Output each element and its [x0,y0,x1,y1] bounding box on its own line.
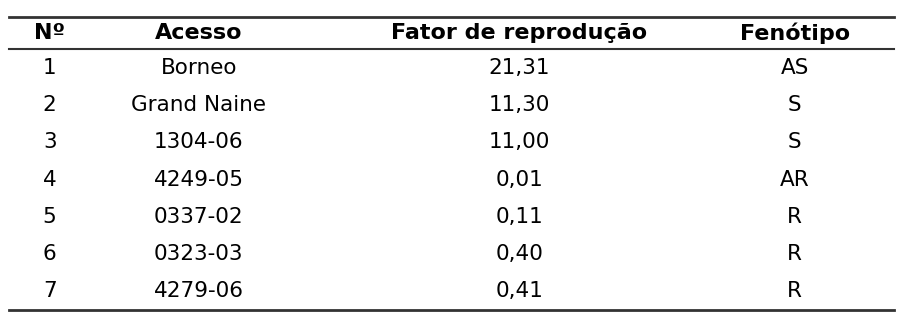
Text: 0,01: 0,01 [495,170,542,190]
Text: 2: 2 [42,95,57,115]
Text: S: S [787,95,801,115]
Text: 4249-05: 4249-05 [153,170,244,190]
Text: 0323-03: 0323-03 [153,244,244,264]
Text: 0,40: 0,40 [494,244,543,264]
Text: S: S [787,132,801,152]
Text: 1304-06: 1304-06 [153,132,244,152]
Text: R: R [787,281,801,301]
Text: Nº: Nº [34,23,65,43]
Text: 0337-02: 0337-02 [153,207,244,227]
Text: AR: AR [779,170,808,190]
Text: 21,31: 21,31 [488,58,549,78]
Text: 6: 6 [42,244,57,264]
Text: 11,30: 11,30 [488,95,549,115]
Text: 11,00: 11,00 [488,132,549,152]
Text: AS: AS [779,58,808,78]
Text: Acesso: Acesso [155,23,242,43]
Text: R: R [787,244,801,264]
Text: 4279-06: 4279-06 [153,281,244,301]
Text: 1: 1 [42,58,57,78]
Text: R: R [787,207,801,227]
Text: Fenótipo: Fenótipo [739,23,849,44]
Text: 0,11: 0,11 [495,207,542,227]
Text: Borneo: Borneo [161,58,236,78]
Text: 0,41: 0,41 [494,281,543,301]
Text: Fator de reprodução: Fator de reprodução [391,23,647,43]
Text: Grand Naine: Grand Naine [131,95,266,115]
Text: 5: 5 [42,207,57,227]
Text: 3: 3 [42,132,57,152]
Text: 7: 7 [42,281,57,301]
Text: 4: 4 [42,170,57,190]
